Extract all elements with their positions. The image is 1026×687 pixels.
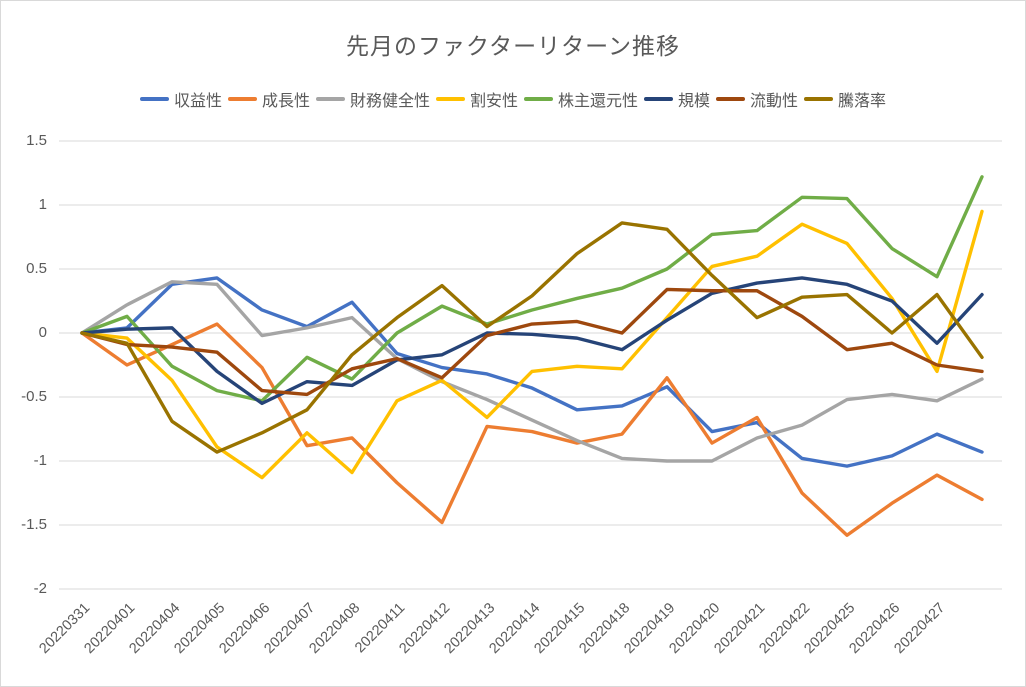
legend-label: 規模 xyxy=(678,93,711,110)
chart-title: 先月のファクターリターン推移 xyxy=(346,33,680,59)
legend-swatch-icon xyxy=(804,97,834,101)
legend-swatch-icon xyxy=(227,97,257,101)
series-line-成長性 xyxy=(80,322,984,537)
legend-swatch-icon xyxy=(524,97,553,101)
legend-label: 騰落率 xyxy=(838,93,887,110)
y-tick-label: 1 xyxy=(38,196,47,213)
legend-item-規模: 規模 xyxy=(644,87,710,111)
legend-item-成長性: 成長性 xyxy=(227,87,310,111)
legend-swatch-icon xyxy=(716,97,746,101)
series-line-流動性 xyxy=(80,287,984,397)
series-line-規模 xyxy=(80,276,984,406)
legend-item-財務健全性: 財務健全性 xyxy=(315,87,430,111)
series-line-騰落率 xyxy=(80,221,984,454)
legend-item-流動性: 流動性 xyxy=(716,87,798,111)
legend-swatch-icon xyxy=(435,97,465,101)
y-tick-label: -2 xyxy=(33,580,47,597)
series-line-財務健全性 xyxy=(80,280,984,463)
legend-label: 流動性 xyxy=(750,93,799,110)
legend-swatch-icon xyxy=(315,97,345,101)
series-line-割安性 xyxy=(80,209,984,480)
y-tick-label: -1.5 xyxy=(21,516,47,533)
legend-item-割安性: 割安性 xyxy=(435,87,518,111)
legend-swatch-icon xyxy=(644,97,674,101)
legend-swatch-icon xyxy=(139,97,169,101)
legend-item-株主還元性: 株主還元性 xyxy=(524,87,638,111)
legend-label: 成長性 xyxy=(261,93,310,110)
legend-item-騰落率: 騰落率 xyxy=(804,87,886,111)
y-tick-label: -1 xyxy=(33,452,47,469)
legend-label: 割安性 xyxy=(469,93,518,110)
legend-label: 財務健全性 xyxy=(349,93,430,110)
legend-label: 株主還元性 xyxy=(558,93,639,110)
y-tick-label: 1.5 xyxy=(26,132,47,149)
legend-item-収益性: 収益性 xyxy=(139,87,222,111)
legend-label: 収益性 xyxy=(173,93,222,110)
y-tick-label: 0 xyxy=(38,324,47,341)
y-tick-label: 0.5 xyxy=(26,260,47,277)
series-line-収益性 xyxy=(80,276,984,468)
series-line-株主還元性 xyxy=(80,175,984,403)
chart-legend: 収益性 成長性 財務健全性 割安性 株主還元性 規模 流動性 騰落率 xyxy=(1,87,1025,111)
y-tick-label: -0.5 xyxy=(21,388,47,405)
